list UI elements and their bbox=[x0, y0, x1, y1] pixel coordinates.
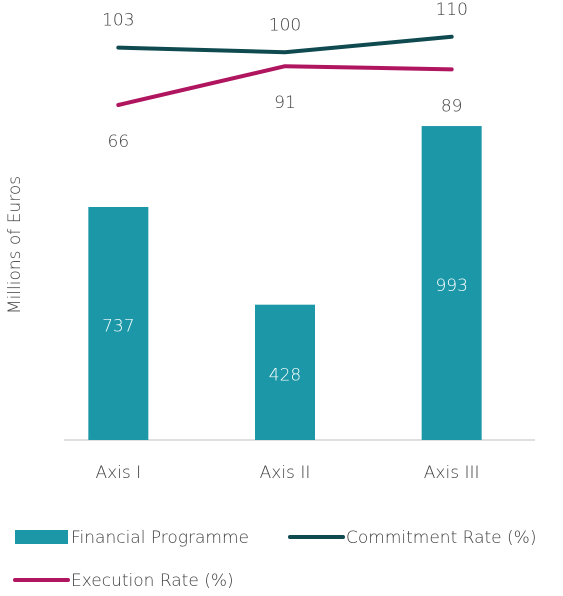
legend-swatch bbox=[15, 530, 68, 544]
x-tick-label: Axis II bbox=[260, 463, 311, 483]
bar bbox=[88, 206, 149, 440]
line-value-label: 91 bbox=[274, 93, 296, 113]
bar-value-label: 428 bbox=[269, 365, 301, 385]
line-value-label: 110 bbox=[435, 0, 467, 20]
line bbox=[116, 34, 454, 55]
legend-label: Financial Programme bbox=[71, 528, 249, 548]
legend-label: Commitment Rate (%) bbox=[346, 528, 536, 548]
bar-value-label: 737 bbox=[102, 316, 134, 336]
line-value-label: 66 bbox=[108, 132, 130, 152]
legend-label: Execution Rate (%) bbox=[71, 571, 234, 591]
line-value-label: 89 bbox=[441, 96, 463, 116]
line-value-label: 100 bbox=[269, 15, 301, 35]
bar-value-label: 993 bbox=[435, 276, 467, 296]
y-axis-label: Millions of Euros bbox=[5, 176, 25, 314]
x-tick-label: Axis I bbox=[95, 463, 141, 483]
x-tick-label: Axis III bbox=[424, 463, 480, 483]
bar bbox=[255, 304, 315, 440]
bar bbox=[421, 126, 482, 440]
line-value-label: 103 bbox=[102, 11, 134, 31]
line bbox=[116, 64, 454, 107]
